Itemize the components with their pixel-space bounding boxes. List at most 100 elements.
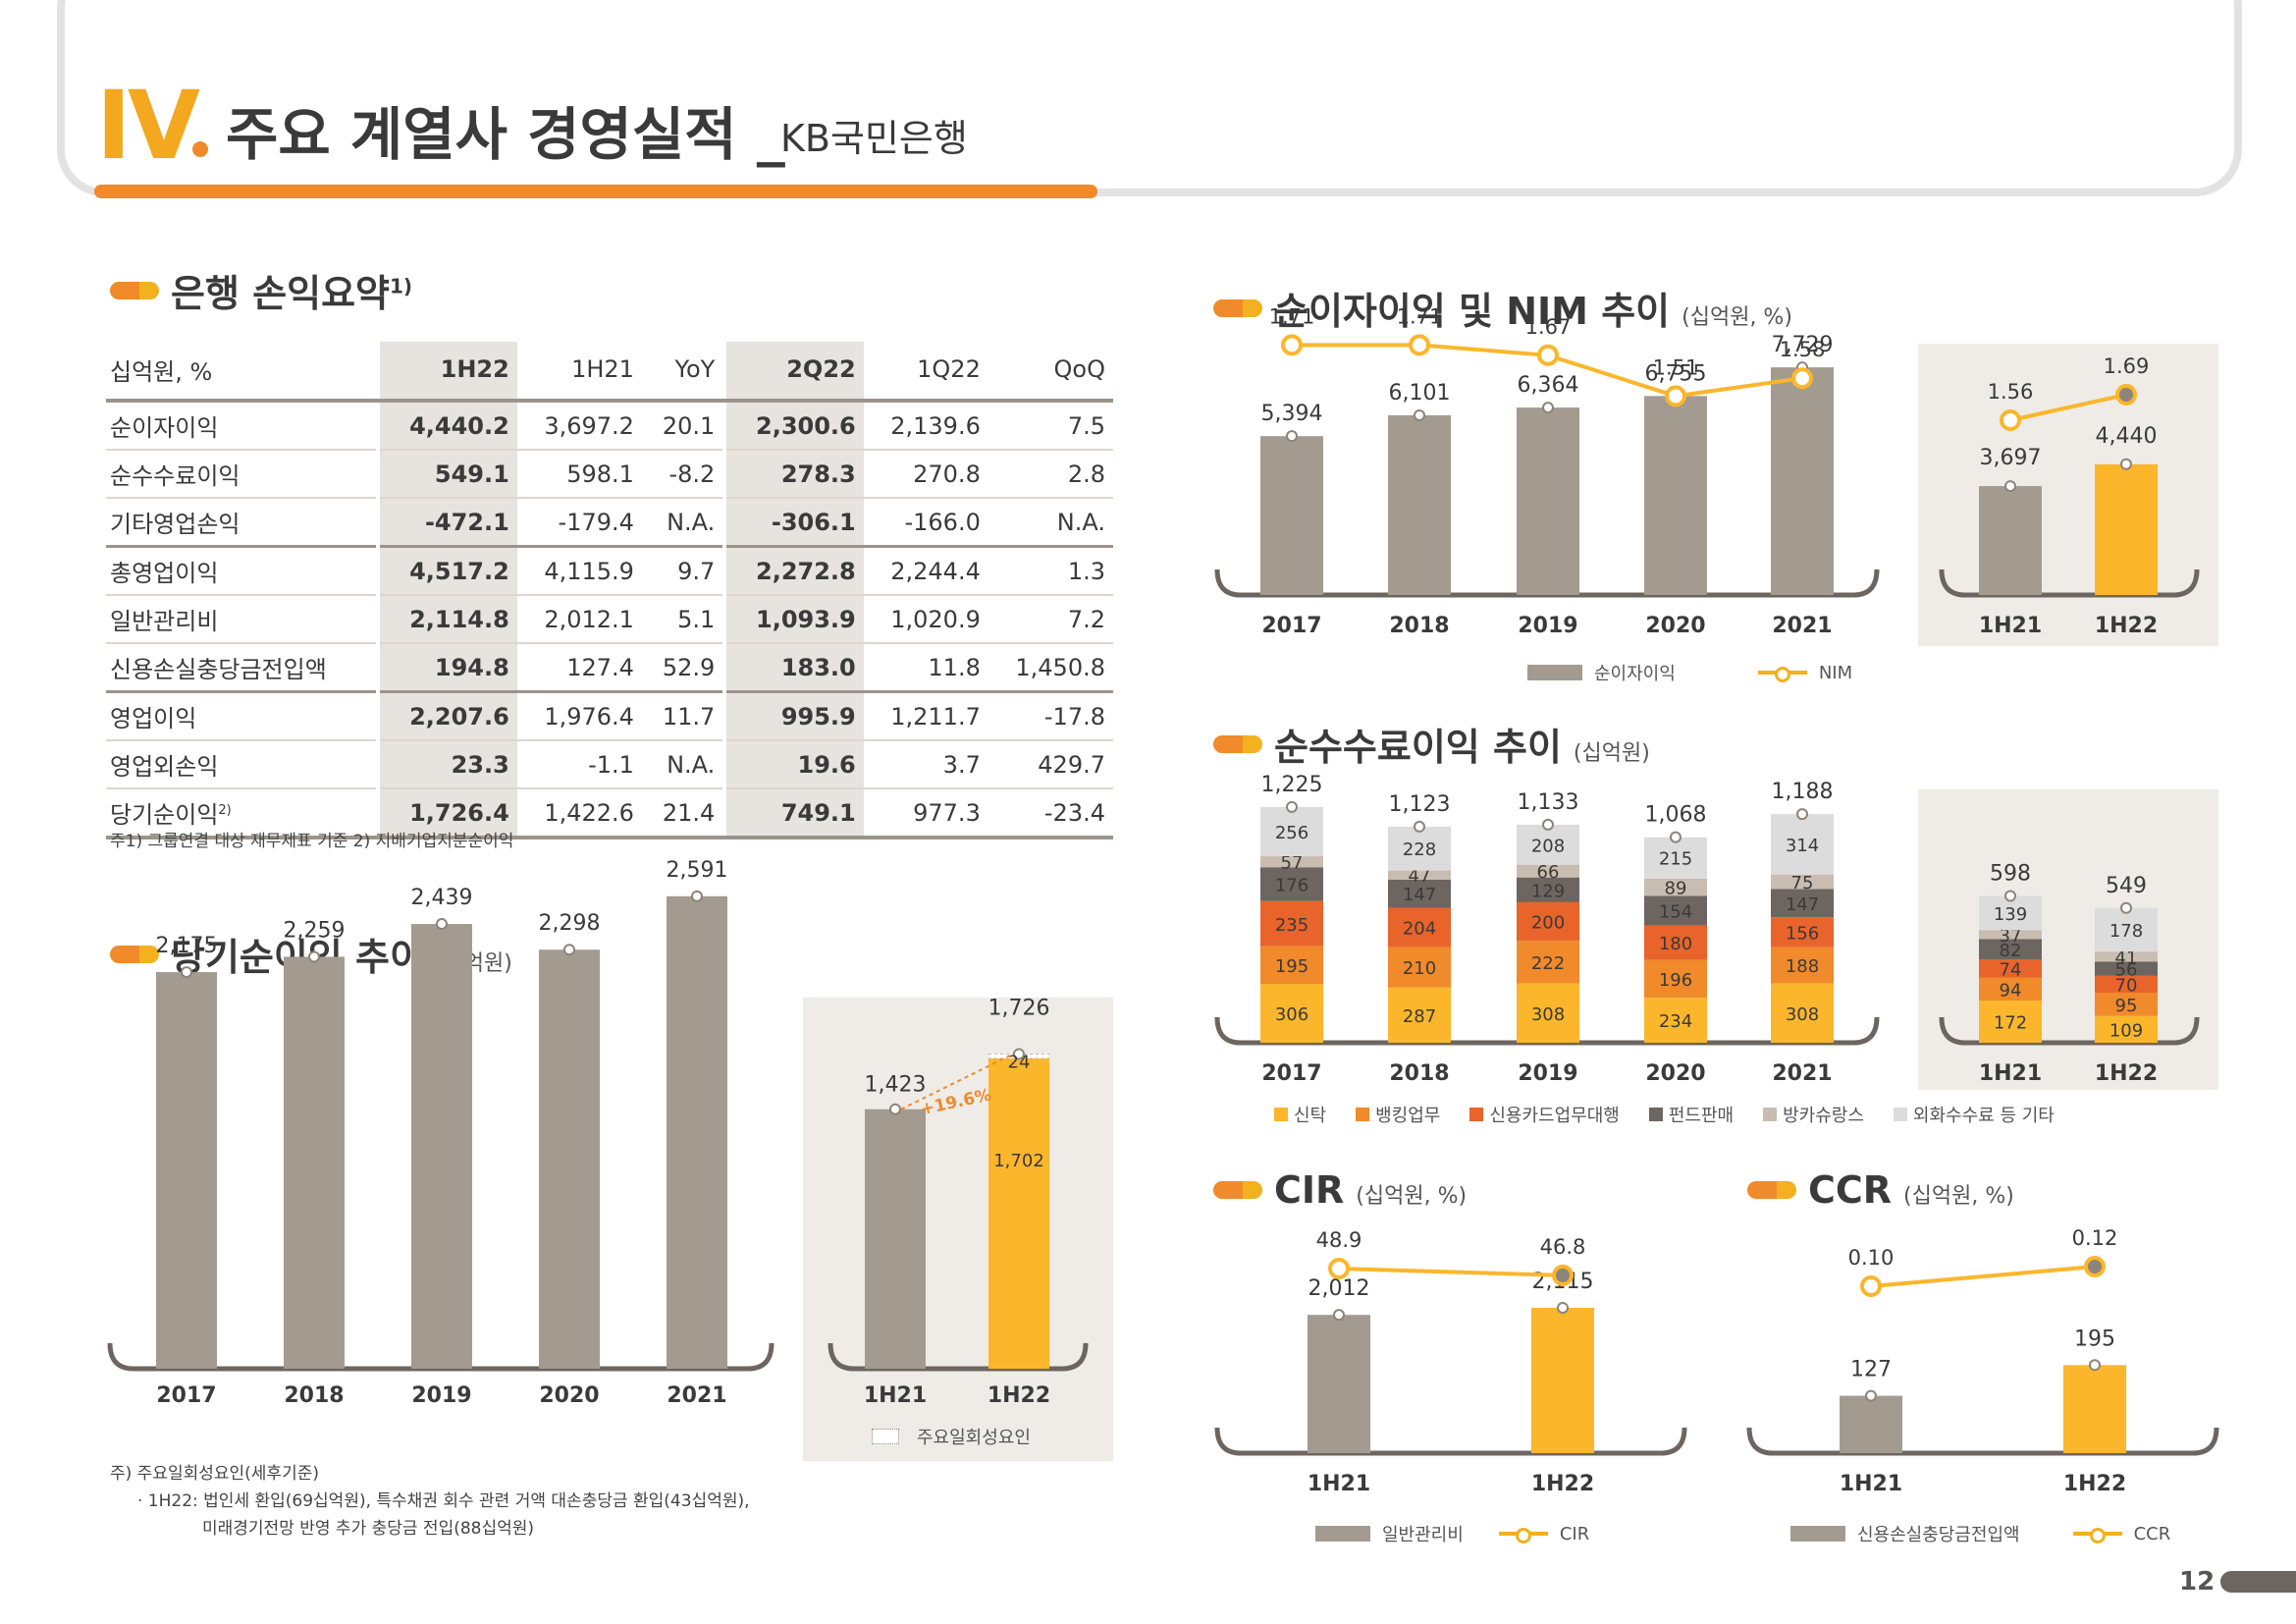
data-label: 180 (1659, 934, 1692, 954)
fee-section-heading: 순수수료이익 추이 (십억원) (1213, 717, 1650, 771)
stack-segment (1979, 939, 2042, 959)
data-label: 1,068 (1645, 803, 1707, 828)
ccr-legend-line-swatch (2072, 1526, 2122, 1543)
axis-baseline (1939, 1016, 2200, 1046)
summary-footnote: 주1) 그룹연결 대상 재무제표 기준 2) 지배기업지분순이익 (110, 832, 514, 851)
data-label: 256 (1275, 823, 1308, 843)
section-pill-icon (1213, 298, 1262, 317)
nii-annual-chart: 5,394 2017 6,101 2018 6,364 2019 6,755 2020 7,72… (1214, 304, 1880, 638)
bar (1840, 1395, 1902, 1453)
ratio-point (1328, 1258, 1350, 1279)
stack-segment (1260, 867, 1323, 901)
section-pill-icon (110, 281, 159, 299)
bar-top-marker (1333, 1309, 1345, 1322)
bar-top-marker (2004, 480, 2016, 493)
summary-row: 일반관리비 2,114.8 2,012.1 5.1 1,093.9 1,020.9 7.2 (106, 595, 1113, 644)
summary-cell: 1,422.6 (516, 788, 642, 839)
data-label: 89 (1665, 879, 1687, 899)
bar-top-marker (1286, 800, 1298, 813)
fee-legend: 신탁 뱅킹업무 신용카드업무대행 펀드판매 방카슈랑스 외화수수료 등 기타 (1274, 1102, 2055, 1127)
ratio-line (1870, 1265, 2096, 1288)
bar-top-marker (2004, 890, 2016, 902)
stack-segment (1260, 856, 1323, 868)
cir-legend: 일반관리비 CIR (1315, 1521, 1589, 1546)
summary-cell: 7.5 (988, 401, 1113, 451)
summary-cell: 1,450.8 (988, 643, 1113, 693)
nim-legend-line-label: NIM (1818, 662, 1853, 683)
stack-segment (1771, 874, 1834, 890)
data-label: 215 (1659, 849, 1692, 870)
bar (988, 1057, 1049, 1369)
summary-cell: 1,211.7 (863, 691, 988, 741)
data-label: 204 (1403, 919, 1436, 940)
stack-segment (1644, 998, 1707, 1043)
data-label: 46.8 (1540, 1235, 1586, 1259)
x-tick-label: 1H21 (1979, 1061, 2042, 1086)
stack-segment (1979, 959, 2042, 978)
ratio-point (1665, 385, 1686, 407)
fee-legend-swatch (1763, 1108, 1778, 1121)
bar (1644, 396, 1707, 595)
fee-legend-item: 방카슈랑스 (1763, 1102, 1864, 1127)
x-tick-label: 2018 (1389, 614, 1449, 638)
summary-cell: 1,976.4 (516, 691, 642, 741)
x-tick-label: 1H21 (1979, 614, 2042, 638)
axis-baseline (1939, 568, 2200, 598)
data-label: 1.56 (1988, 380, 2034, 404)
x-tick-label: 2017 (156, 1383, 216, 1408)
fee-legend-item: 외화수수료 등 기타 (1893, 1102, 2055, 1127)
data-label: 1,702 (993, 1151, 1044, 1171)
data-label: 109 (2109, 1020, 2143, 1041)
data-label: 308 (1786, 1004, 1819, 1025)
summary-cell: 3,697.2 (516, 401, 642, 451)
summary-cell: 9.7 (641, 546, 725, 596)
summary-cell: 1,093.9 (722, 595, 864, 644)
summary-row: 영업외손익 23.3 -1.1 N.A. 19.6 3.7 429.7 (106, 740, 1113, 789)
summary-col-header: 1H22 (376, 342, 517, 403)
cir-legend-bar-label: 일반관리비 (1382, 1525, 1464, 1545)
data-label: 1.67 (1525, 315, 1572, 339)
stack-segment (1979, 930, 2042, 940)
bar-top-marker (1796, 808, 1808, 821)
stack-segment (1771, 947, 1834, 984)
x-tick-label: 1H22 (2095, 1061, 2158, 1086)
summary-cell: 11.7 (641, 691, 725, 741)
bar (156, 972, 217, 1369)
section-pill-icon (110, 945, 159, 963)
net-income-half-panel (803, 998, 1113, 1461)
cir-section-heading: CIR (십억원, %) (1213, 1168, 1467, 1212)
data-label: 156 (1786, 923, 1819, 944)
stack-segment (1771, 983, 1834, 1043)
axis-baseline (1214, 1427, 1687, 1456)
data-label: 188 (1786, 956, 1819, 977)
x-tick-label: 2019 (411, 1383, 471, 1408)
x-tick-label: 1H22 (1531, 1472, 1594, 1496)
x-tick-label: 2021 (1772, 1061, 1832, 1086)
nii-legend: 순이자이익 NIM (1527, 660, 1852, 685)
header-frame (57, 0, 2242, 196)
stack-segment (1517, 983, 1579, 1043)
bar-top-marker (1865, 1389, 1877, 1402)
cir-legend-line-swatch (1498, 1526, 1548, 1543)
data-label: 37 (2000, 926, 2022, 947)
x-tick-label: 2018 (284, 1383, 344, 1408)
bar (1517, 407, 1579, 595)
data-label: 598 (1990, 862, 2031, 887)
data-label: 5,394 (1261, 402, 1323, 426)
data-label: 7,729 (1772, 333, 1834, 357)
data-label: 1.69 (2104, 354, 2150, 378)
bar (667, 895, 727, 1369)
data-label: 82 (2000, 941, 2022, 961)
bar-top-marker (1414, 820, 1425, 833)
fee-half-panel (1918, 789, 2218, 1090)
cir-section-unit: (십억원, %) (1356, 1184, 1468, 1209)
data-label: 3,697 (1980, 446, 2042, 470)
summary-row-label: 총영업이익 (106, 546, 379, 596)
stack-segment (1517, 901, 1579, 942)
data-label: 195 (1275, 956, 1308, 977)
data-label: 1,188 (1772, 780, 1834, 804)
summary-cell: 4,440.2 (376, 401, 517, 451)
summary-cell: 2,139.6 (863, 401, 988, 451)
data-label: 196 (1659, 970, 1692, 991)
data-label: 74 (2000, 959, 2022, 980)
